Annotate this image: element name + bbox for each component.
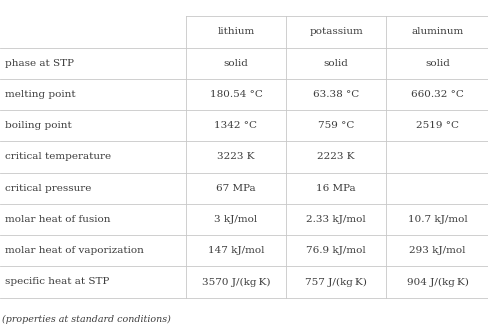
Text: 147 kJ/mol: 147 kJ/mol — [207, 246, 264, 255]
Text: potassium: potassium — [309, 27, 362, 37]
Text: lithium: lithium — [217, 27, 254, 37]
Text: 1342 °C: 1342 °C — [214, 121, 257, 130]
Text: melting point: melting point — [5, 90, 75, 99]
Text: 76.9 kJ/mol: 76.9 kJ/mol — [305, 246, 366, 255]
Text: molar heat of vaporization: molar heat of vaporization — [5, 246, 143, 255]
Text: 67 MPa: 67 MPa — [216, 184, 255, 193]
Text: 660.32 °C: 660.32 °C — [410, 90, 463, 99]
Text: 2223 K: 2223 K — [317, 152, 354, 162]
Text: (properties at standard conditions): (properties at standard conditions) — [2, 315, 171, 324]
Text: 293 kJ/mol: 293 kJ/mol — [408, 246, 465, 255]
Text: 3 kJ/mol: 3 kJ/mol — [214, 215, 257, 224]
Text: 2.33 kJ/mol: 2.33 kJ/mol — [305, 215, 366, 224]
Text: 904 J/(kg K): 904 J/(kg K) — [406, 277, 468, 286]
Text: 16 MPa: 16 MPa — [316, 184, 355, 193]
Text: molar heat of fusion: molar heat of fusion — [5, 215, 110, 224]
Text: aluminum: aluminum — [411, 27, 463, 37]
Text: critical temperature: critical temperature — [5, 152, 111, 162]
Text: 759 °C: 759 °C — [317, 121, 354, 130]
Text: 757 J/(kg K): 757 J/(kg K) — [305, 277, 366, 286]
Text: 63.38 °C: 63.38 °C — [312, 90, 359, 99]
Text: 3570 J/(kg K): 3570 J/(kg K) — [201, 277, 270, 286]
Text: 2519 °C: 2519 °C — [415, 121, 458, 130]
Text: specific heat at STP: specific heat at STP — [5, 277, 109, 286]
Text: 3223 K: 3223 K — [217, 152, 254, 162]
Text: solid: solid — [425, 59, 449, 68]
Text: solid: solid — [223, 59, 248, 68]
Text: solid: solid — [323, 59, 348, 68]
Text: phase at STP: phase at STP — [5, 59, 74, 68]
Text: boiling point: boiling point — [5, 121, 72, 130]
Text: 10.7 kJ/mol: 10.7 kJ/mol — [407, 215, 467, 224]
Text: 180.54 °C: 180.54 °C — [209, 90, 262, 99]
Text: critical pressure: critical pressure — [5, 184, 91, 193]
